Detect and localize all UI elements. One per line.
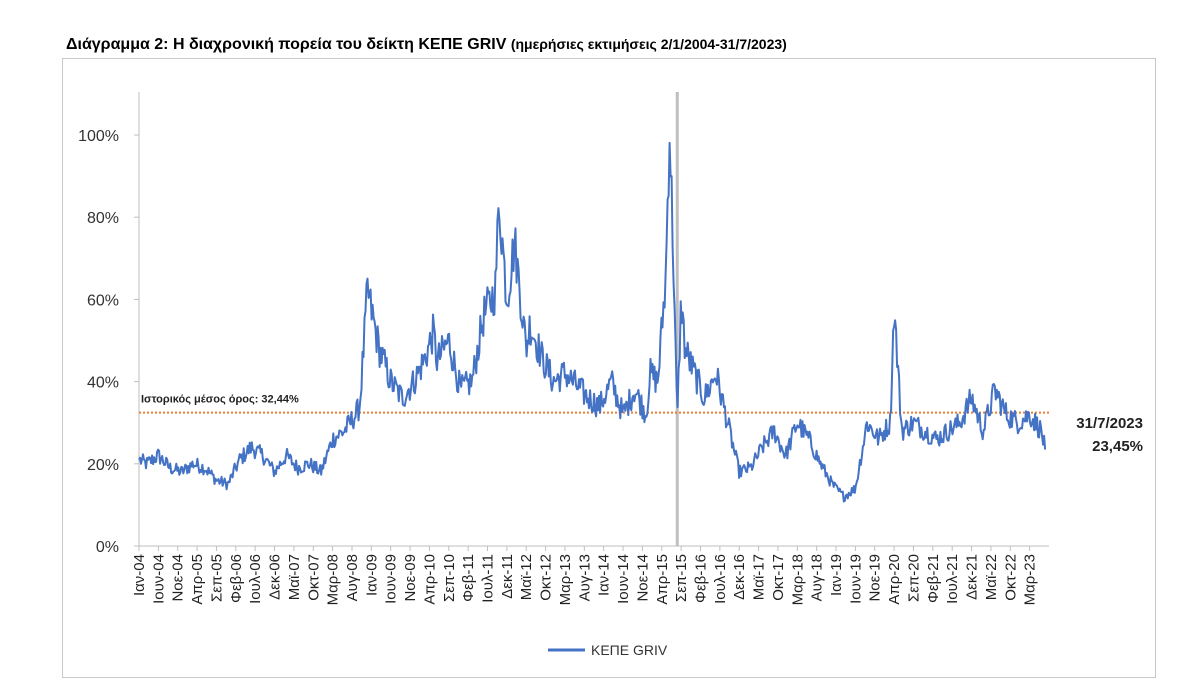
x-tick-label: Απρ-15 [654,554,671,605]
end-date-label: 31/7/2023 [1076,415,1143,432]
x-tick-label: Φεβ-16 [692,554,709,603]
x-tick-label: Ιουν-09 [383,554,400,604]
x-axis: Ιαν-04 Ιουν-04 Νοε-04 Απρ-05 Σεπ-05 Φεβ-06 Ιου… [131,545,1049,605]
x-tick-label: Ιουν-04 [150,554,167,604]
x-tick-label: Ιουν-14 [615,554,632,604]
x-tick-label: Μαϊ-17 [751,554,768,600]
x-tick-label: Μαρ-13 [557,554,574,605]
x-tick-label: Ιουλ-21 [944,554,961,604]
x-tick-label: Αυγ-18 [809,554,826,601]
x-tick-label: Νοε-04 [170,554,187,602]
x-tick-label: Ιαν-09 [363,554,380,596]
x-tick-label: Μαϊ-07 [286,554,303,600]
x-tick-label: Δεκ-16 [731,554,748,600]
x-tick-label: Οκτ-17 [770,554,787,601]
x-tick-label: Ιαν-19 [828,554,845,596]
x-tick-label: Οκτ-12 [538,554,555,601]
x-tick-label: Ιαν-14 [596,554,613,596]
x-tick-label: Μαϊ-12 [518,554,535,600]
x-tick-label: Σεπ-20 [905,554,922,602]
legend-label: ΚΕΠΕ GRIV [591,642,668,658]
y-tick-label: 0% [96,539,119,556]
annotations: Ιστορικός μέσος όρος: 32,44% 31/7/2023 23,… [141,394,1143,455]
x-tick-label: Νοε-14 [634,554,651,602]
x-tick-label: Δεκ-06 [267,554,284,600]
legend: ΚΕΠΕ GRIV [548,642,668,658]
chart-title-sub: (ημερήσιες εκτιμήσεις 2/1/2004-31/7/2023… [510,36,787,52]
x-tick-label: Απρ-05 [189,554,206,605]
y-tick-label: 20% [87,457,119,474]
x-tick-label: Δεκ-21 [964,554,981,600]
x-tick-label: Φεβ-11 [460,554,477,602]
x-tick-label: Δεκ-11 [499,554,516,599]
y-axis: 0% 20% 40% 60% 80% 100% [78,92,140,556]
x-tick-label: Απρ-10 [421,554,438,605]
griv-series-line [138,141,1047,503]
y-tick-label: 100% [78,128,119,145]
chart-title: Διάγραμμα 2: Η διαχρονική πορεία του δεί… [66,36,787,54]
x-tick-label: Αυγ-08 [344,554,361,601]
end-value-label: 23,45% [1092,438,1143,455]
y-tick-label: 40% [87,375,119,392]
x-tick-label: Φεβ-06 [228,554,245,603]
x-tick-label: Σεπ-15 [673,554,690,602]
x-tick-label: Οκτ-22 [1002,554,1019,601]
plot-area [138,92,1049,546]
y-tick-label: 60% [87,292,119,309]
x-tick-label: Ιαν-04 [131,554,148,596]
x-tick-label: Σεπ-10 [441,554,458,602]
x-tick-label: Απρ-20 [886,554,903,605]
x-tick-label: Νοε-09 [402,554,419,602]
x-tick-label: Οκτ-07 [305,554,322,601]
x-tick-label: Ιουλ-06 [247,554,264,604]
x-tick-label: Μαρ-08 [325,554,342,605]
x-tick-label: Μαρ-23 [1022,554,1039,605]
x-tick-label: Ιουλ-11 [480,554,497,603]
x-tick-label: Μαρ-18 [789,554,806,605]
y-tick-label: 80% [87,210,119,227]
x-tick-label: Φεβ-21 [925,554,942,603]
chart-title-main: Διάγραμμα 2: Η διαχρονική πορεία του δεί… [66,36,507,53]
mean-reference-label: Ιστορικός μέσος όρος: 32,44% [141,394,299,406]
x-tick-label: Νοε-19 [867,554,884,602]
x-tick-label: Σεπ-05 [208,554,225,602]
x-tick-label: Ιουλ-16 [712,554,729,604]
x-tick-label: Ιουν-19 [847,554,864,604]
x-tick-label: Αυγ-13 [576,554,593,601]
x-tick-label: Μαϊ-22 [983,554,1000,600]
